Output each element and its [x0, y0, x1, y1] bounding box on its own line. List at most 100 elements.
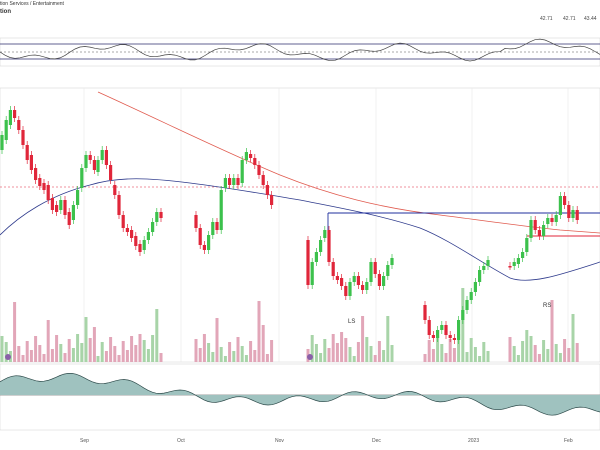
candle-body: [373, 262, 377, 274]
volume-bar: [444, 353, 448, 362]
candle-body: [4, 120, 8, 140]
volume-bar: [319, 353, 323, 362]
candle-body: [525, 238, 529, 252]
candle-body: [335, 276, 339, 280]
volume-bar: [29, 350, 33, 362]
vertical-gridlines: [83, 88, 569, 362]
volume-bar: [257, 301, 261, 362]
candle-body: [537, 230, 541, 236]
quote-value: 42.71: [540, 16, 553, 22]
volume-bar: [228, 342, 232, 362]
candle-body: [386, 265, 390, 276]
candle-body: [63, 200, 67, 215]
candle-body: [550, 218, 554, 222]
quote-value: 43.44: [584, 16, 597, 22]
volume-bar: [84, 317, 88, 362]
candle-body: [469, 292, 473, 300]
candle-body: [331, 262, 335, 276]
volume-bar: [335, 343, 339, 362]
volume-bar: [42, 354, 46, 362]
candle-body: [207, 235, 211, 250]
volume-bar: [46, 320, 50, 362]
volume-bar: [236, 337, 240, 362]
right-shoulder-label: RS: [543, 303, 551, 309]
candle-body: [529, 220, 533, 238]
volume-bar: [50, 349, 54, 362]
candle-body: [34, 168, 38, 180]
candle-body: [236, 178, 240, 185]
volume-bar: [567, 348, 571, 362]
volume-bar: [348, 347, 352, 362]
candle-body: [88, 155, 92, 160]
volume-bar: [448, 339, 452, 362]
candle-body: [431, 335, 435, 338]
candle-body: [142, 240, 146, 250]
candle-body: [117, 195, 121, 215]
candle-body: [96, 160, 100, 172]
candle-body: [104, 150, 108, 165]
candle-body: [567, 205, 571, 218]
volume-bar: [202, 334, 206, 362]
volume-bar: [310, 335, 314, 362]
volume-bar: [386, 316, 390, 362]
candle-body: [461, 310, 465, 320]
volume-bar: [117, 355, 121, 362]
candle-body: [444, 325, 448, 335]
volume-bar: [521, 341, 525, 362]
volume-bars: [0, 288, 579, 362]
volume-bar: [155, 309, 159, 362]
volume-bar: [13, 302, 17, 362]
volume-bar: [80, 343, 84, 362]
volume-bar: [550, 300, 554, 362]
candle-body: [452, 338, 456, 340]
volume-bar: [142, 340, 146, 362]
volume-bar: [331, 334, 335, 362]
price-panel-frame: [0, 87, 600, 363]
candle-body: [232, 178, 236, 185]
candle-body: [261, 175, 265, 185]
candle-body: [223, 178, 227, 188]
candle-body: [457, 320, 461, 340]
candle-body: [542, 225, 546, 236]
volume-bar: [571, 314, 575, 362]
volume-bar: [146, 349, 150, 362]
candle-body: [46, 185, 50, 200]
candle-body: [486, 260, 490, 266]
x-tick-label: Sep: [80, 438, 89, 444]
candle-body: [0, 135, 4, 150]
x-tick-label: Feb: [564, 438, 573, 444]
short-moving-average-line: [0, 178, 600, 281]
candle-body: [423, 305, 427, 320]
volume-bar: [244, 355, 248, 362]
candle-body: [465, 300, 469, 310]
candle-body: [84, 155, 88, 168]
candle-body: [194, 215, 198, 228]
lower-oscillator-panel: [0, 363, 600, 431]
candle-body: [478, 270, 482, 282]
volume-bar: [369, 346, 373, 362]
volume-bar: [96, 356, 100, 362]
volume-bar: [265, 354, 269, 362]
volume-bar: [25, 341, 29, 362]
upper-oscillator-panel: [0, 37, 600, 67]
volume-bar: [55, 335, 59, 362]
candle-body: [121, 215, 125, 228]
x-tick-label: Nov: [275, 438, 284, 444]
candle-body: [113, 185, 117, 195]
candlesticks: [0, 106, 579, 344]
candle-body: [512, 262, 516, 266]
candle-body: [29, 155, 33, 170]
volume-bar: [113, 346, 117, 362]
volume-bar: [21, 355, 25, 362]
oscillator-line: [0, 373, 600, 416]
event-marker: [307, 354, 313, 360]
price-panel: LS RS: [0, 87, 600, 363]
candle-body: [55, 205, 59, 212]
volume-bar: [469, 338, 473, 362]
x-tick-label: 2023: [468, 438, 479, 444]
volume-bar: [327, 348, 331, 362]
candle-body: [155, 212, 159, 222]
candle-body: [92, 160, 96, 170]
volume-bar: [465, 352, 469, 362]
